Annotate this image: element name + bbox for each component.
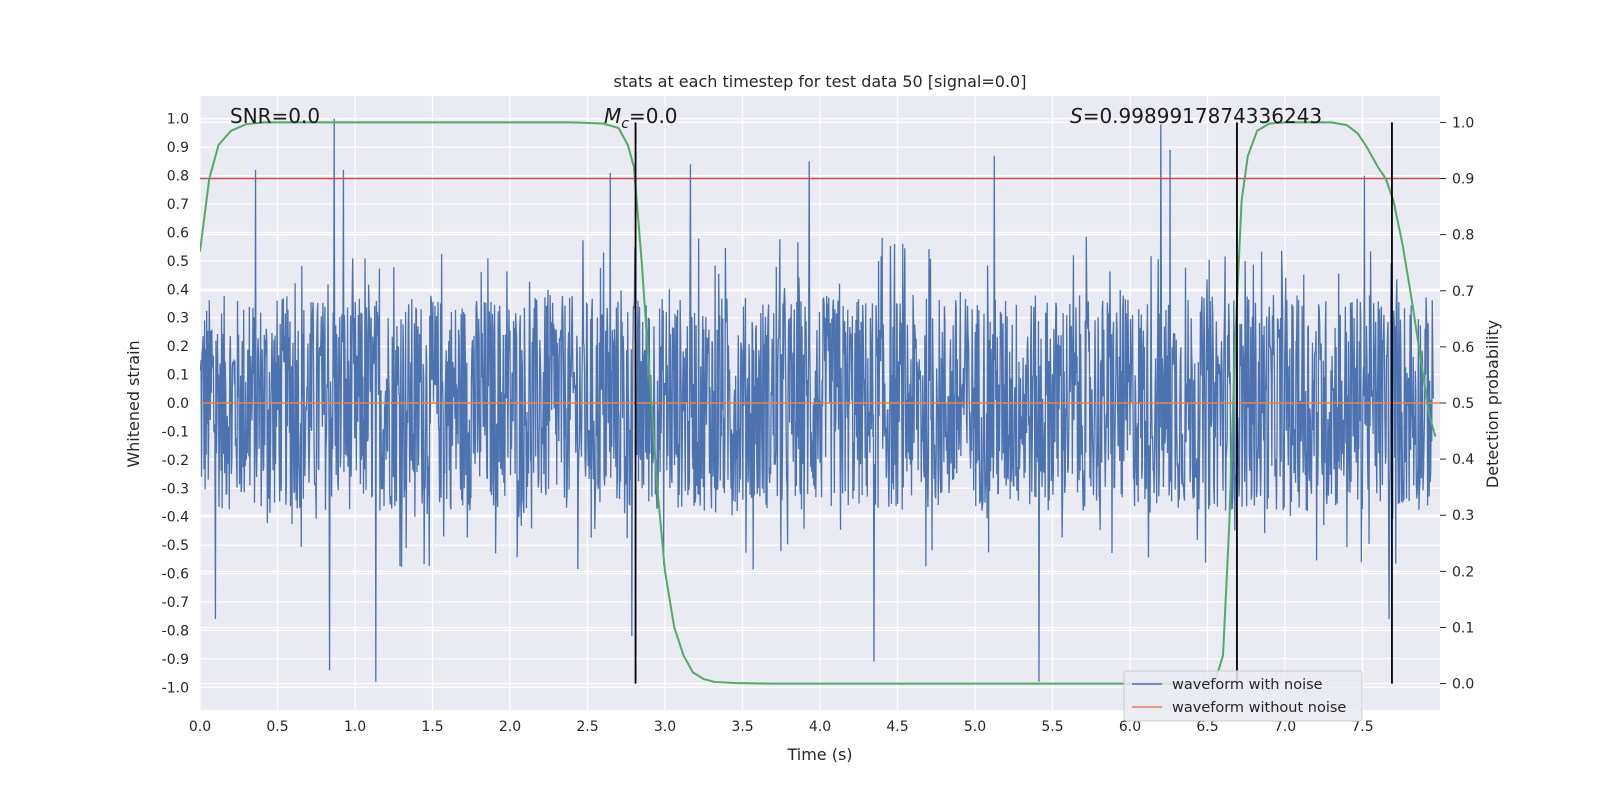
y2-tick-label: 0.7 bbox=[1452, 284, 1474, 300]
y-tick-labels: 1.0 0.9 0.8 0.7 0.6 0.5 0.4 0.3 0.2 0.1 0.0 -0.1 -0.… bbox=[162, 112, 189, 697]
x-tick-label: 7.0 bbox=[1274, 719, 1296, 735]
y-tick-label: 0.9 bbox=[167, 140, 189, 156]
y2-tick-label: 0.5 bbox=[1452, 396, 1474, 412]
y-tick-label: 0.0 bbox=[167, 396, 189, 412]
legend-label-noise: waveform with noise bbox=[1172, 677, 1323, 693]
y2-tick-label: 0.3 bbox=[1452, 508, 1474, 524]
x-axis-label: Time (s) bbox=[786, 745, 852, 764]
x-tick-label: 1.0 bbox=[344, 719, 366, 735]
y-axis-label: Whitened strain bbox=[124, 340, 143, 467]
y-tick-label: -0.9 bbox=[162, 652, 189, 668]
y-tick-label: -0.4 bbox=[162, 510, 189, 526]
x-tick-label: 0.0 bbox=[189, 719, 211, 735]
y-tick-label: -0.1 bbox=[162, 424, 189, 440]
y-tick-label: 0.3 bbox=[167, 311, 189, 327]
chirp-mass-symbol: M bbox=[604, 104, 621, 128]
chirp-mass-value: =0.0 bbox=[629, 104, 678, 128]
y-tick-label: 0.7 bbox=[167, 197, 189, 213]
snr-annotation: SNR=0.0 bbox=[230, 104, 320, 128]
series-line-waveform-with-noise bbox=[200, 118, 1434, 682]
legend-label-clean: waveform without noise bbox=[1172, 700, 1346, 716]
x-tick-label: 5.5 bbox=[1041, 719, 1063, 735]
chirp-mass-subscript: c bbox=[621, 116, 629, 132]
x-tick-label: 4.5 bbox=[886, 719, 908, 735]
x-tick-label: 5.0 bbox=[964, 719, 986, 735]
x-tick-label: 2.5 bbox=[576, 719, 598, 735]
y2-tick-label: 0.9 bbox=[1452, 172, 1474, 188]
x-tick-labels: 0.0 0.5 1.0 1.5 2.0 2.5 3.0 3.5 4.0 4.5 5.0 5.5 6.0 6… bbox=[189, 719, 1374, 735]
x-tick-label: 3.0 bbox=[654, 719, 676, 735]
score-value: =0.9989917874336243 bbox=[1083, 104, 1322, 128]
legend-box bbox=[1123, 670, 1363, 722]
y-tick-label: -0.6 bbox=[162, 567, 189, 583]
y2-tick-label: 1.0 bbox=[1452, 115, 1474, 131]
y-tick-label: 0.8 bbox=[167, 169, 189, 185]
y-tick-label: -0.3 bbox=[162, 481, 189, 497]
x-tick-label: 0.5 bbox=[266, 719, 288, 735]
y-tick-label: -1.0 bbox=[162, 680, 189, 696]
chirp-mass-annotation: Mc=0.0 bbox=[604, 104, 678, 132]
x-tick-label: 1.5 bbox=[421, 719, 443, 735]
y-tick-label: 1.0 bbox=[167, 112, 189, 128]
series-waveform-with-noise bbox=[200, 118, 1434, 682]
x-tick-label: 3.5 bbox=[731, 719, 753, 735]
x-tick-label: 4.0 bbox=[809, 719, 831, 735]
y-tick-label: 0.1 bbox=[167, 368, 189, 384]
y-tick-label: -0.7 bbox=[162, 595, 189, 611]
y2-tick-label: 0.4 bbox=[1452, 452, 1474, 468]
y2-tick-label: 0.0 bbox=[1452, 677, 1474, 693]
chart-title: stats at each timestep for test data 50 … bbox=[614, 72, 1027, 91]
y2-tick-label: 0.6 bbox=[1452, 340, 1474, 356]
x-tick-label: 6.0 bbox=[1119, 719, 1141, 735]
x-tick-label: 7.5 bbox=[1351, 719, 1373, 735]
score-symbol: S bbox=[1070, 104, 1083, 128]
y2-tick-label: 0.1 bbox=[1452, 620, 1474, 636]
y2-tick-label: 0.2 bbox=[1452, 564, 1474, 580]
y-tick-label: 0.4 bbox=[167, 282, 189, 298]
legend: waveform with noise waveform without noi… bbox=[1123, 670, 1363, 722]
y2-axis-label: Detection probability bbox=[1483, 320, 1502, 488]
series-detection-probability bbox=[200, 121, 1437, 685]
y-tick-label: 0.6 bbox=[167, 225, 189, 241]
y-tick-label: -0.2 bbox=[162, 453, 189, 469]
x-tick-label: 6.5 bbox=[1196, 719, 1218, 735]
y2-tick-labels: 1.0 0.9 0.8 0.7 0.6 0.5 0.4 0.3 0.2 0.1 0.0 bbox=[1440, 115, 1474, 693]
score-annotation: S=0.9989917874336243 bbox=[1070, 104, 1322, 128]
y-tick-label: -0.5 bbox=[162, 538, 189, 554]
x-tick-label: 2.0 bbox=[499, 719, 521, 735]
vertical-markers bbox=[634, 122, 1393, 684]
series-line-detection-probability bbox=[200, 121, 1437, 685]
y-tick-label: 0.5 bbox=[167, 254, 189, 270]
y-tick-label: -0.8 bbox=[162, 623, 189, 639]
y2-tick-label: 0.8 bbox=[1452, 228, 1474, 244]
y-tick-label: 0.2 bbox=[167, 339, 189, 355]
